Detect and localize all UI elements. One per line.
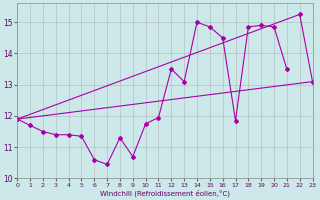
X-axis label: Windchill (Refroidissement éolien,°C): Windchill (Refroidissement éolien,°C) <box>100 189 230 197</box>
